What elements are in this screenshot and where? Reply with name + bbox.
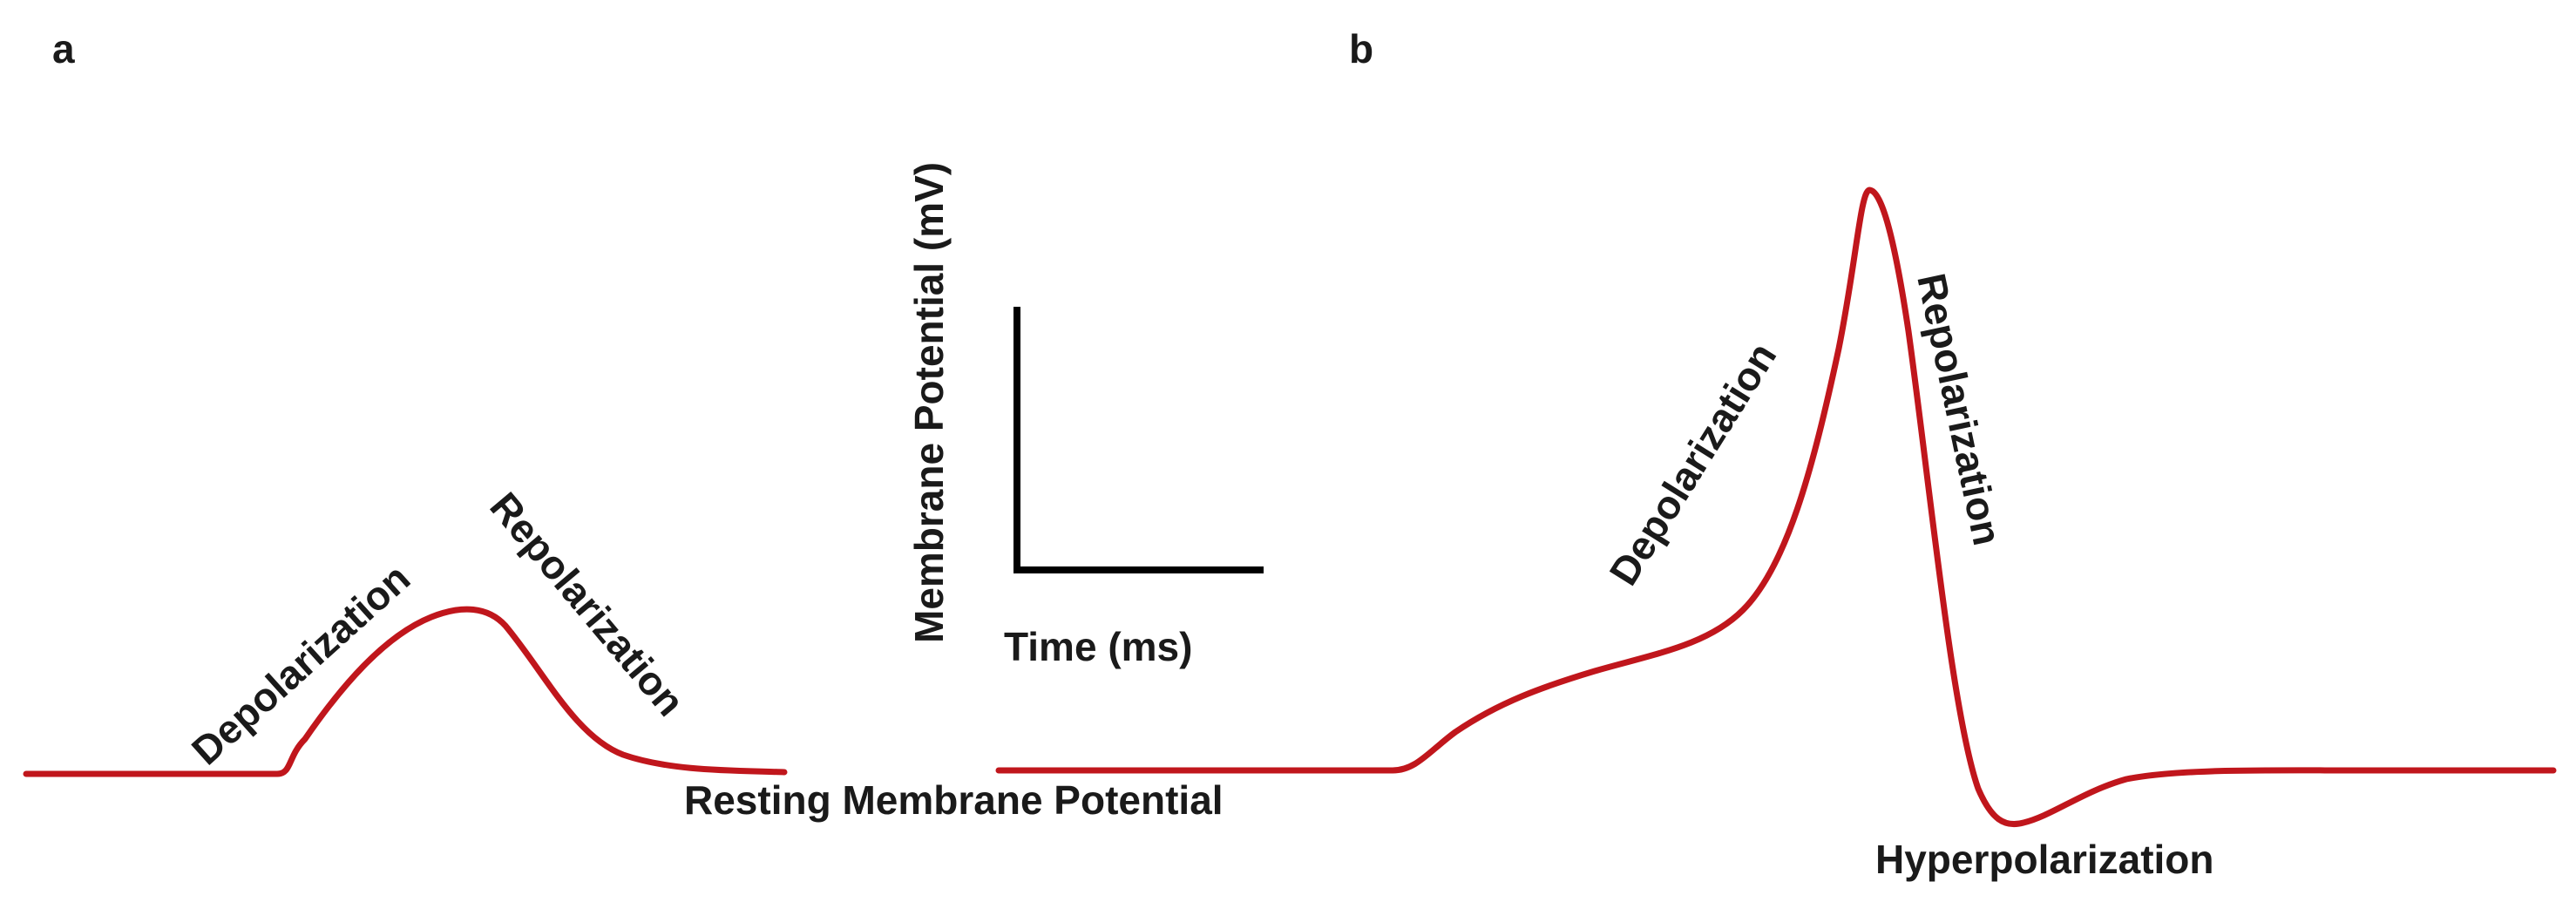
scale-bar-y-label: Membrane Potential (mV) [906, 162, 952, 643]
panel-b-repolarization-label: Repolarization [1908, 269, 2010, 549]
panel-b-hyperpolarization-label: Hyperpolarization [1875, 837, 2214, 882]
panel-b-letter: b [1349, 26, 1373, 71]
panel-a-letter: a [52, 26, 75, 71]
panel-a-trace [23, 606, 788, 777]
scale-bar [1013, 307, 1264, 573]
panel-b-trace [995, 187, 2557, 828]
resting-potential-label: Resting Membrane Potential [684, 777, 1224, 823]
scale-bar-x-label: Time (ms) [1004, 624, 1192, 669]
panel-b-depolarization-label: Depolarization [1600, 335, 1785, 593]
panel-a-repolarization-label: Repolarization [481, 484, 694, 724]
